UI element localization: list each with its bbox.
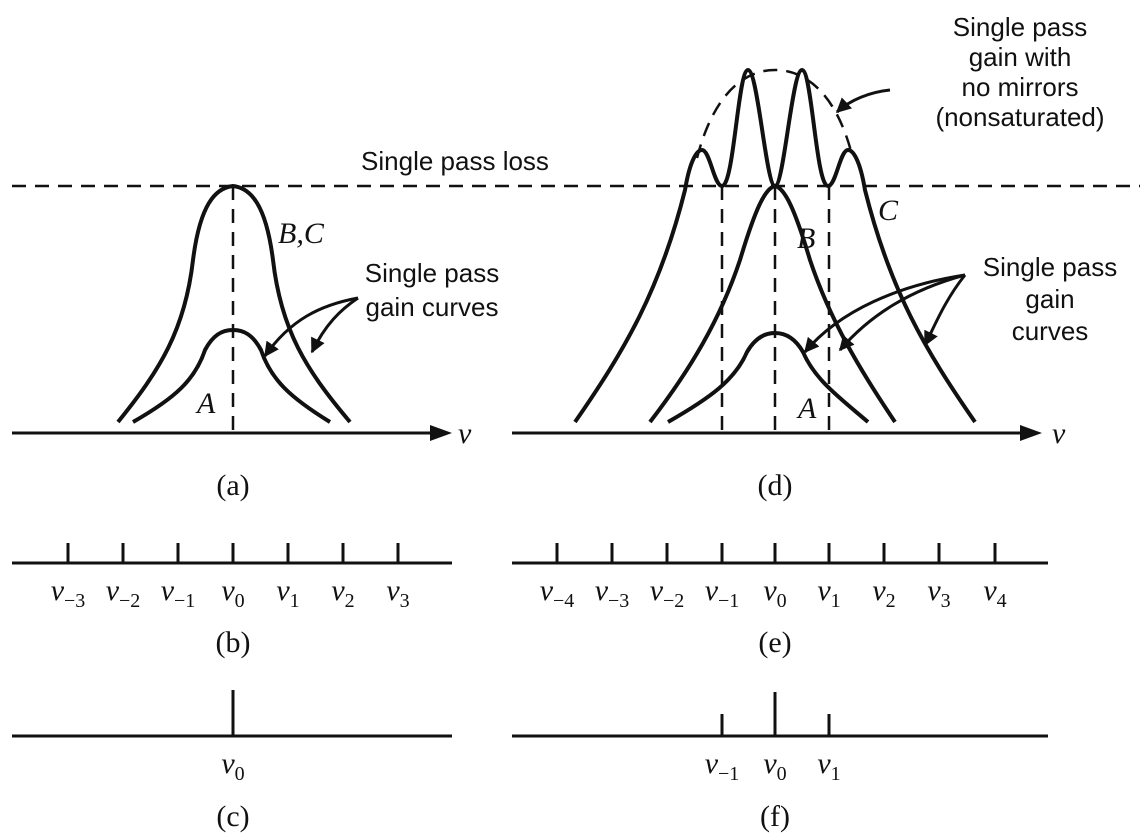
mode-symbol: ν: [872, 574, 886, 607]
mode-subscript: 3: [941, 590, 951, 612]
curve-label: A: [796, 392, 817, 425]
mode-subscript: 1: [290, 590, 300, 612]
gain-label: gain: [1025, 284, 1074, 314]
mode-subscript: −1: [718, 763, 739, 785]
mode-label: ν−2: [106, 574, 141, 612]
mode-subscript: −1: [174, 590, 195, 612]
mode-subscript: 4: [997, 590, 1007, 612]
panel-d: ν Single pass gain with no mirrors (nons…: [512, 12, 1117, 502]
nomirror-label: no mirrors: [961, 72, 1078, 102]
caption: (f): [760, 800, 790, 833]
mode-subscript: 0: [235, 590, 245, 612]
mode-subscript: 2: [886, 590, 896, 612]
gain-label: Single pass: [365, 258, 499, 288]
curve-b: [648, 184, 897, 424]
curve-a: [132, 328, 332, 424]
mode-symbol: ν: [763, 747, 777, 780]
mode-symbol: ν: [817, 747, 831, 780]
mode-symbol: ν: [983, 574, 997, 607]
mode-subscript: 2: [345, 590, 355, 612]
pointer: [835, 88, 891, 114]
mode-label: ν0: [221, 747, 244, 785]
mode-subscript: 0: [777, 590, 787, 612]
mode-subscript: 0: [235, 763, 245, 785]
mode-subscript: −1: [718, 590, 739, 612]
mode-symbol: ν: [705, 574, 719, 607]
pointer: [923, 274, 967, 347]
nomirror-curve: [695, 68, 854, 159]
mode-symbol: ν: [927, 574, 941, 607]
mode-label: ν0: [221, 574, 244, 612]
mode-label: ν4: [983, 574, 1006, 612]
curve-label: C: [878, 194, 899, 227]
mode-label: ν1: [276, 574, 299, 612]
mode-subscript: 0: [777, 763, 787, 785]
mode-subscript: −3: [608, 590, 629, 612]
caption: (b): [216, 626, 251, 659]
gain-label: curves: [1012, 316, 1089, 346]
mode-subscript: −2: [663, 590, 684, 612]
pointer: [803, 273, 966, 354]
mode-label: ν3: [386, 574, 409, 612]
arrow-head: [430, 425, 452, 441]
mode-symbol: ν: [705, 747, 719, 780]
mode-symbol: ν: [161, 574, 175, 607]
caption: (a): [216, 469, 249, 502]
mode-label: ν−3: [595, 574, 630, 612]
mode-symbol: ν: [106, 574, 120, 607]
panel-a: ν Single pass loss B,C A Single pass gai…: [12, 146, 549, 502]
mode-subscript: 3: [400, 590, 410, 612]
mode-label: ν2: [872, 574, 895, 612]
mode-symbol: ν: [276, 574, 290, 607]
pointer: [838, 273, 966, 352]
mode-subscript: 1: [831, 763, 841, 785]
mode-label: ν0: [763, 574, 786, 612]
mode-subscript: −2: [119, 590, 140, 612]
mode-symbol: ν: [331, 574, 345, 607]
pointer: [263, 296, 359, 358]
mode-label: ν−4: [540, 574, 575, 612]
caption: (c): [216, 800, 249, 833]
mode-symbol: ν: [51, 574, 65, 607]
mode-symbol: ν: [221, 747, 235, 780]
mode-label: ν−3: [51, 574, 86, 612]
caption: (d): [758, 469, 793, 502]
mode-subscript: 1: [831, 590, 841, 612]
mode-symbol: ν: [386, 574, 400, 607]
mode-label: ν3: [927, 574, 950, 612]
mode-symbol: ν: [540, 574, 554, 607]
mode-label: ν−2: [650, 574, 685, 612]
mode-symbol: ν: [650, 574, 664, 607]
mode-subscript: −3: [64, 590, 85, 612]
nomirror-label: (nonsaturated): [935, 102, 1104, 132]
curve-a: [667, 331, 870, 424]
curve-label: A: [195, 387, 216, 420]
curve-bc: [116, 184, 352, 424]
axis-label: ν: [1052, 417, 1066, 450]
mode-label: ν−1: [161, 574, 196, 612]
mode-label: ν1: [817, 574, 840, 612]
mode-label: ν1: [817, 747, 840, 785]
gain-label: gain curves: [366, 292, 499, 322]
axis-label: ν: [458, 417, 472, 450]
mode-label: ν−1: [705, 574, 740, 612]
mode-label: ν0: [763, 747, 786, 785]
caption: (e): [758, 626, 791, 659]
mode-subscript: −4: [553, 590, 574, 612]
mode-label: ν−1: [705, 747, 740, 785]
mode-label: ν2: [331, 574, 354, 612]
pointer: [310, 296, 359, 354]
curve-label: B,C: [278, 217, 325, 250]
loss-label: Single pass loss: [361, 146, 549, 176]
nomirror-label: Single pass: [953, 12, 1087, 42]
gain-label: Single pass: [983, 252, 1117, 282]
mode-symbol: ν: [817, 574, 831, 607]
mode-symbol: ν: [763, 574, 777, 607]
curve-label: B: [797, 222, 815, 255]
arrow-head: [1020, 425, 1042, 441]
mode-symbol: ν: [595, 574, 609, 607]
mode-symbol: ν: [221, 574, 235, 607]
nomirror-label: gain with: [969, 42, 1072, 72]
